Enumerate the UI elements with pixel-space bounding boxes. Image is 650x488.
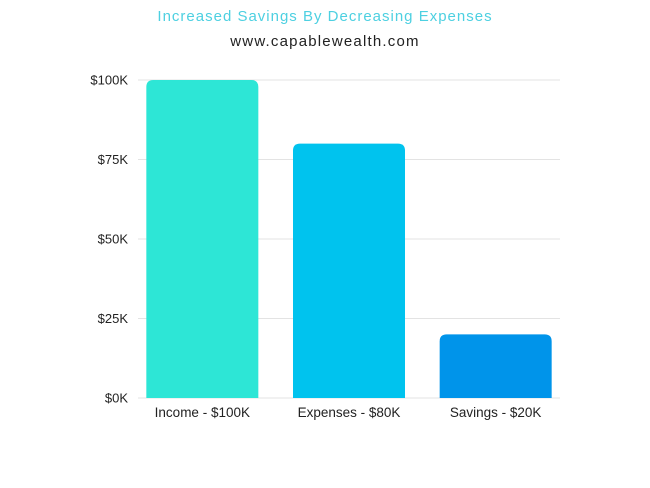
x-category-label: Expenses - $80K [298, 405, 401, 420]
y-tick-label: $25K [98, 311, 129, 326]
y-axis-ticks: $0K $25K $50K $75K $100K [90, 73, 128, 406]
x-category-label: Savings - $20K [450, 405, 542, 420]
y-tick-label: $75K [98, 152, 129, 167]
y-tick-label: $0K [105, 391, 128, 406]
x-category-label: Income - $100K [155, 405, 250, 420]
bar [439, 334, 552, 398]
chart-title: Increased Savings By Decreasing Expenses [157, 8, 493, 25]
chart-subtitle: www.capablewealth.com [230, 33, 420, 50]
y-tick-label: $100K [90, 73, 128, 88]
bar [293, 143, 405, 398]
bars [146, 80, 552, 398]
bar [146, 80, 259, 398]
x-axis-categories: Income - $100K Expenses - $80K Savings - $… [155, 405, 542, 420]
y-tick-label: $50K [98, 232, 129, 247]
